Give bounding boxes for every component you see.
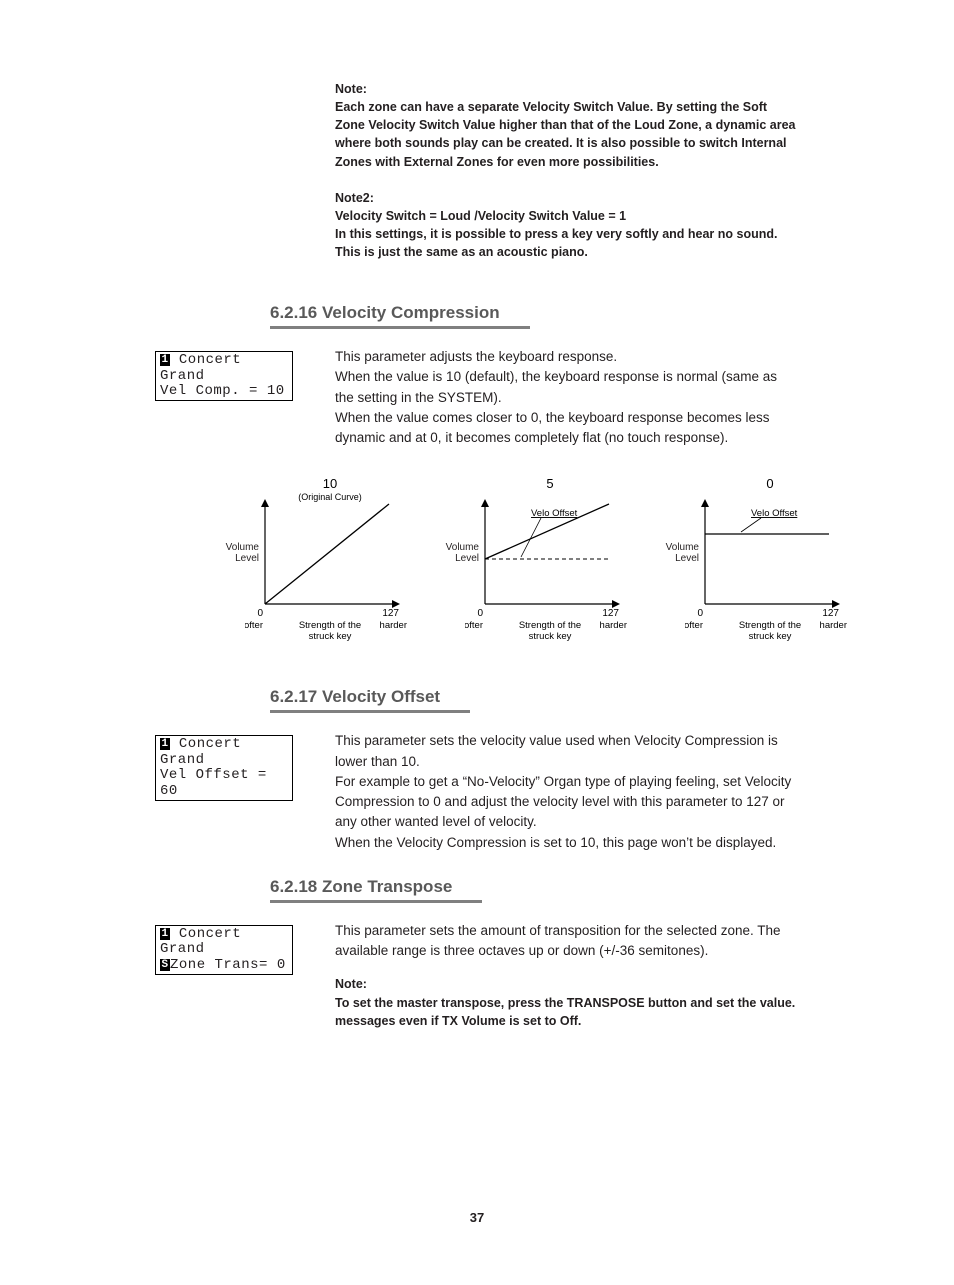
svg-text:struck key: struck key: [749, 631, 792, 642]
lcd-velocity-compression: 1 Concert Grand Vel Comp. = 10: [155, 351, 293, 401]
svg-text:harder: harder: [600, 620, 627, 631]
page: Note: Each zone can have a separate Velo…: [0, 0, 954, 1285]
svg-text:Velo Offset: Velo Offset: [531, 508, 578, 519]
note-2-line2: In this settings, it is possible to pres…: [335, 225, 799, 261]
lcd-line2: Vel Offset = 60: [160, 768, 288, 799]
note-1-title: Note:: [335, 80, 799, 98]
svg-text:harder: harder: [380, 620, 407, 631]
section-6-2-18: 6.2.18 Zone Transpose 1 Concert Grand SZ…: [155, 853, 799, 1030]
section-6-2-16: 6.2.16 Velocity Compression 1 Concert Gr…: [155, 279, 799, 653]
p3: When the value comes closer to 0, the ke…: [335, 408, 799, 449]
lcd-line1: 1 Concert Grand: [160, 737, 288, 768]
p3: When the Velocity Compression is set to …: [335, 833, 799, 853]
lcd-badge-s: S: [160, 959, 170, 971]
chart-svg: 0 Velo Offset 0 127 softer harder Strength of …: [685, 478, 875, 648]
lcd-line1-text: Concert Grand: [160, 736, 241, 767]
svg-text:softer: softer: [465, 620, 483, 631]
svg-text:struck key: struck key: [529, 631, 572, 642]
lcd-line2: SZone Trans= 0: [160, 958, 288, 973]
svg-text:5: 5: [546, 478, 553, 491]
note-title: Note:: [335, 975, 799, 993]
note-body: To set the master transpose, press the T…: [335, 994, 799, 1030]
note-1: Note: Each zone can have a separate Velo…: [335, 80, 799, 171]
note-1-body: Each zone can have a separate Velocity S…: [335, 98, 799, 171]
y-axis-label: VolumeLevel: [653, 542, 699, 564]
p1: This parameter sets the amount of transp…: [335, 921, 799, 962]
lcd-line1: 1 Concert Grand: [160, 353, 288, 384]
lcd-line2: Vel Comp. = 10: [160, 384, 288, 399]
svg-text:harder: harder: [820, 620, 847, 631]
chart-2: 0 Velo Offset 0 127 softer harder Strength of …: [685, 478, 875, 653]
note-2-title: Note2:: [335, 189, 799, 207]
lcd-velocity-offset: 1 Concert Grand Vel Offset = 60: [155, 735, 293, 801]
body-6-2-17: This parameter sets the velocity value u…: [335, 731, 799, 853]
body-6-2-16: This parameter adjusts the keyboard resp…: [335, 347, 799, 448]
p1: This parameter adjusts the keyboard resp…: [335, 347, 799, 367]
svg-text:127: 127: [382, 608, 399, 619]
y-axis-label: VolumeLevel: [433, 542, 479, 564]
svg-text:0: 0: [697, 608, 703, 619]
p1: This parameter sets the velocity value u…: [335, 731, 799, 772]
svg-text:Velo Offset: Velo Offset: [751, 508, 798, 519]
heading-6-2-17: 6.2.17 Velocity Offset: [270, 687, 470, 713]
svg-text:Strength of the: Strength of the: [519, 620, 581, 631]
svg-text:(Original Curve): (Original Curve): [298, 492, 362, 502]
lcd-badge-1: 1: [160, 738, 170, 750]
heading-6-2-16: 6.2.16 Velocity Compression: [270, 303, 530, 329]
page-number: 37: [155, 1210, 799, 1225]
lcd-line1: 1 Concert Grand: [160, 927, 288, 958]
chart-svg: 10(Original Curve) 0 127 softer harder Streng…: [245, 478, 435, 648]
svg-text:0: 0: [766, 478, 773, 491]
svg-text:0: 0: [477, 608, 483, 619]
chart-1: 5 Velo Offset 0 127 softer harder Strength of …: [465, 478, 655, 653]
section-6-2-17: 6.2.17 Velocity Offset 1 Concert Grand V…: [155, 663, 799, 853]
lcd-line1-text: Concert Grand: [160, 352, 241, 383]
svg-text:0: 0: [257, 608, 263, 619]
svg-text:Strength of the: Strength of the: [739, 620, 801, 631]
svg-text:127: 127: [602, 608, 619, 619]
p2: When the value is 10 (default), the keyb…: [335, 367, 799, 408]
svg-text:softer: softer: [685, 620, 703, 631]
svg-text:softer: softer: [245, 620, 263, 631]
lcd-badge-1: 1: [160, 928, 170, 940]
chart-0: 10(Original Curve) 0 127 softer harder Streng…: [245, 478, 435, 653]
svg-text:10: 10: [323, 478, 337, 491]
p2: For example to get a “No-Velocity” Organ…: [335, 772, 799, 833]
body-6-2-18: This parameter sets the amount of transp…: [335, 921, 799, 1030]
svg-text:Strength of the: Strength of the: [299, 620, 361, 631]
chart-svg: 5 Velo Offset 0 127 softer harder Strength of …: [465, 478, 655, 648]
lcd-line1-text: Concert Grand: [160, 926, 241, 957]
svg-text:127: 127: [822, 608, 839, 619]
heading-6-2-18: 6.2.18 Zone Transpose: [270, 877, 482, 903]
lcd-line2-text: Zone Trans= 0: [170, 957, 286, 973]
note-6-2-18: Note: To set the master transpose, press…: [335, 975, 799, 1029]
velocity-compression-charts: 10(Original Curve) 0 127 softer harder Streng…: [245, 478, 799, 653]
lcd-badge-1: 1: [160, 354, 170, 366]
lcd-zone-transpose: 1 Concert Grand SZone Trans= 0: [155, 925, 293, 975]
note-2-line1: Velocity Switch = Loud /Velocity Switch …: [335, 207, 799, 225]
y-axis-label: VolumeLevel: [213, 542, 259, 564]
svg-text:struck key: struck key: [309, 631, 352, 642]
note-2: Note2: Velocity Switch = Loud /Velocity …: [335, 189, 799, 262]
